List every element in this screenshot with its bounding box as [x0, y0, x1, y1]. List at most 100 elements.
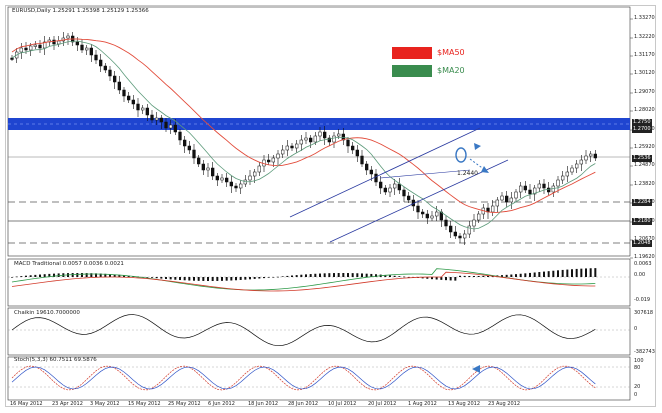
candle-body [542, 183, 546, 189]
macd-bar [445, 277, 447, 281]
macd-bar [216, 277, 219, 281]
macd-bar [361, 273, 363, 277]
candle-body [435, 211, 439, 217]
macd-bar [547, 271, 550, 277]
macd-bar [473, 275, 475, 277]
macd-bar [305, 274, 307, 277]
macd-bar [561, 269, 564, 277]
candle-body [122, 89, 126, 97]
candle-body [584, 155, 588, 161]
stoch-title: Stoch(5,3,3) 60.7511 69.5876 [14, 357, 97, 363]
macd-bar [34, 274, 37, 277]
macd-bar [454, 277, 457, 281]
macd-bar [571, 269, 573, 277]
macd-axis-bot: -0.019 [634, 297, 651, 303]
candle-body [509, 197, 513, 203]
macd-bar [291, 275, 293, 277]
chaikin-axis-bot: -382743 [634, 349, 655, 355]
macd-bar [15, 276, 18, 278]
channel-mid [379, 169, 471, 179]
candle-body [365, 163, 369, 171]
macd-bar [594, 268, 597, 277]
candle-body [383, 187, 387, 193]
candle-body [108, 69, 112, 77]
macd-bar [85, 273, 88, 277]
candle-body [80, 44, 84, 51]
macd-bar [165, 277, 167, 280]
macd-bar [104, 273, 107, 277]
candle-body [528, 189, 532, 195]
candle-body [276, 153, 280, 159]
candle-body [150, 114, 154, 121]
macd-bar [309, 274, 312, 277]
candle-body [463, 233, 467, 239]
macd-bar [566, 269, 569, 277]
macd-bar [76, 273, 79, 277]
candle-body [248, 175, 252, 181]
macd-bar [314, 273, 317, 277]
candle-body [416, 205, 420, 213]
macd-bar [155, 277, 158, 279]
price-axis-label: 1.20670 [634, 236, 655, 242]
macd-bar [118, 274, 121, 277]
macd-bar [328, 273, 331, 277]
macd-line [11, 268, 596, 291]
sma20-legend-label: $MA20 [437, 66, 465, 75]
macd-bar [109, 274, 111, 277]
candle-body [141, 107, 145, 111]
macd-bar [356, 273, 359, 277]
candle-body [197, 157, 201, 165]
panel-border [7, 6, 631, 257]
macd-bar [557, 270, 559, 277]
candle-body [85, 47, 89, 51]
candle-body [239, 183, 243, 189]
candle-body [94, 54, 98, 61]
candle-body [537, 183, 541, 189]
macd-bar [347, 273, 349, 277]
chart-window[interactable]: EURUSD,Daily 1.25291 1.25398 1.25129 1.2… [5, 5, 656, 407]
candle-body [290, 145, 294, 149]
macd-bar [533, 272, 536, 277]
sma50-legend-label: $MA50 [437, 48, 465, 57]
macd-bar [510, 274, 513, 277]
price-level-label: 1.2536 [632, 155, 652, 162]
candle-body [103, 65, 107, 71]
macd-bar [323, 273, 326, 277]
candle-body [234, 185, 238, 189]
candle-body [304, 137, 308, 141]
candle-body [206, 167, 210, 171]
candle-body [593, 153, 597, 159]
candle-body [113, 75, 117, 83]
candle-body [332, 135, 336, 143]
candle-body [10, 57, 14, 60]
candle-body [187, 145, 191, 151]
candle-body [155, 117, 159, 121]
channel-upper [289, 127, 481, 218]
candle-body [145, 107, 149, 116]
candle-body [472, 219, 476, 227]
time-axis-label: 1 Aug 2012 [408, 401, 437, 407]
candle-body [164, 121, 168, 129]
time-axis-label: 18 Jun 2012 [248, 401, 279, 407]
candle-body [327, 137, 331, 143]
macd-bar [272, 277, 275, 278]
time-axis-label: 3 May 2012 [90, 401, 120, 407]
macd-bar [20, 276, 23, 277]
macd-bar [398, 276, 401, 277]
macd-bar [188, 277, 191, 281]
macd-bar [230, 277, 233, 281]
macd-axis-mid: 0.00 [634, 272, 646, 278]
sma20-legend-swatch [392, 65, 432, 77]
candle-body [565, 171, 569, 177]
macd-bar [407, 277, 410, 278]
candle-body [556, 179, 560, 187]
time-axis-label: 20 Jul 2012 [368, 401, 397, 407]
candle-body [519, 185, 523, 193]
candle-body [257, 165, 261, 173]
candle-body [505, 195, 509, 203]
macd-bar [221, 277, 223, 281]
candle-body [178, 131, 182, 141]
price-axis-label: 1.19620 [634, 254, 655, 260]
macd-bar [505, 274, 508, 277]
